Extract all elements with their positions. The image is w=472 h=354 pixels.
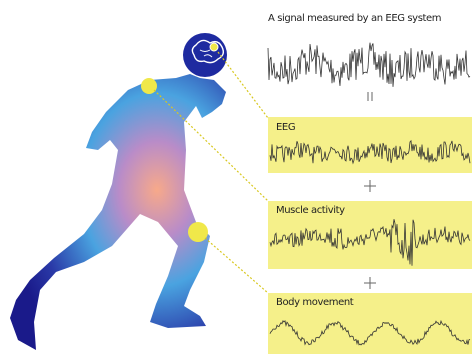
waveform xyxy=(268,43,470,87)
panel-label: EEG xyxy=(276,122,295,133)
measured-signal xyxy=(268,43,470,87)
panel-label: Muscle activity xyxy=(276,205,345,216)
equals-sign xyxy=(368,92,372,101)
panel-label: Body movement xyxy=(276,297,354,308)
plus-sign xyxy=(364,277,376,289)
diagram: A signal measured by an EEG system EEG M… xyxy=(0,0,472,354)
runner xyxy=(10,33,227,350)
plus-sign xyxy=(364,180,376,192)
title: A signal measured by an EEG system xyxy=(268,13,441,24)
